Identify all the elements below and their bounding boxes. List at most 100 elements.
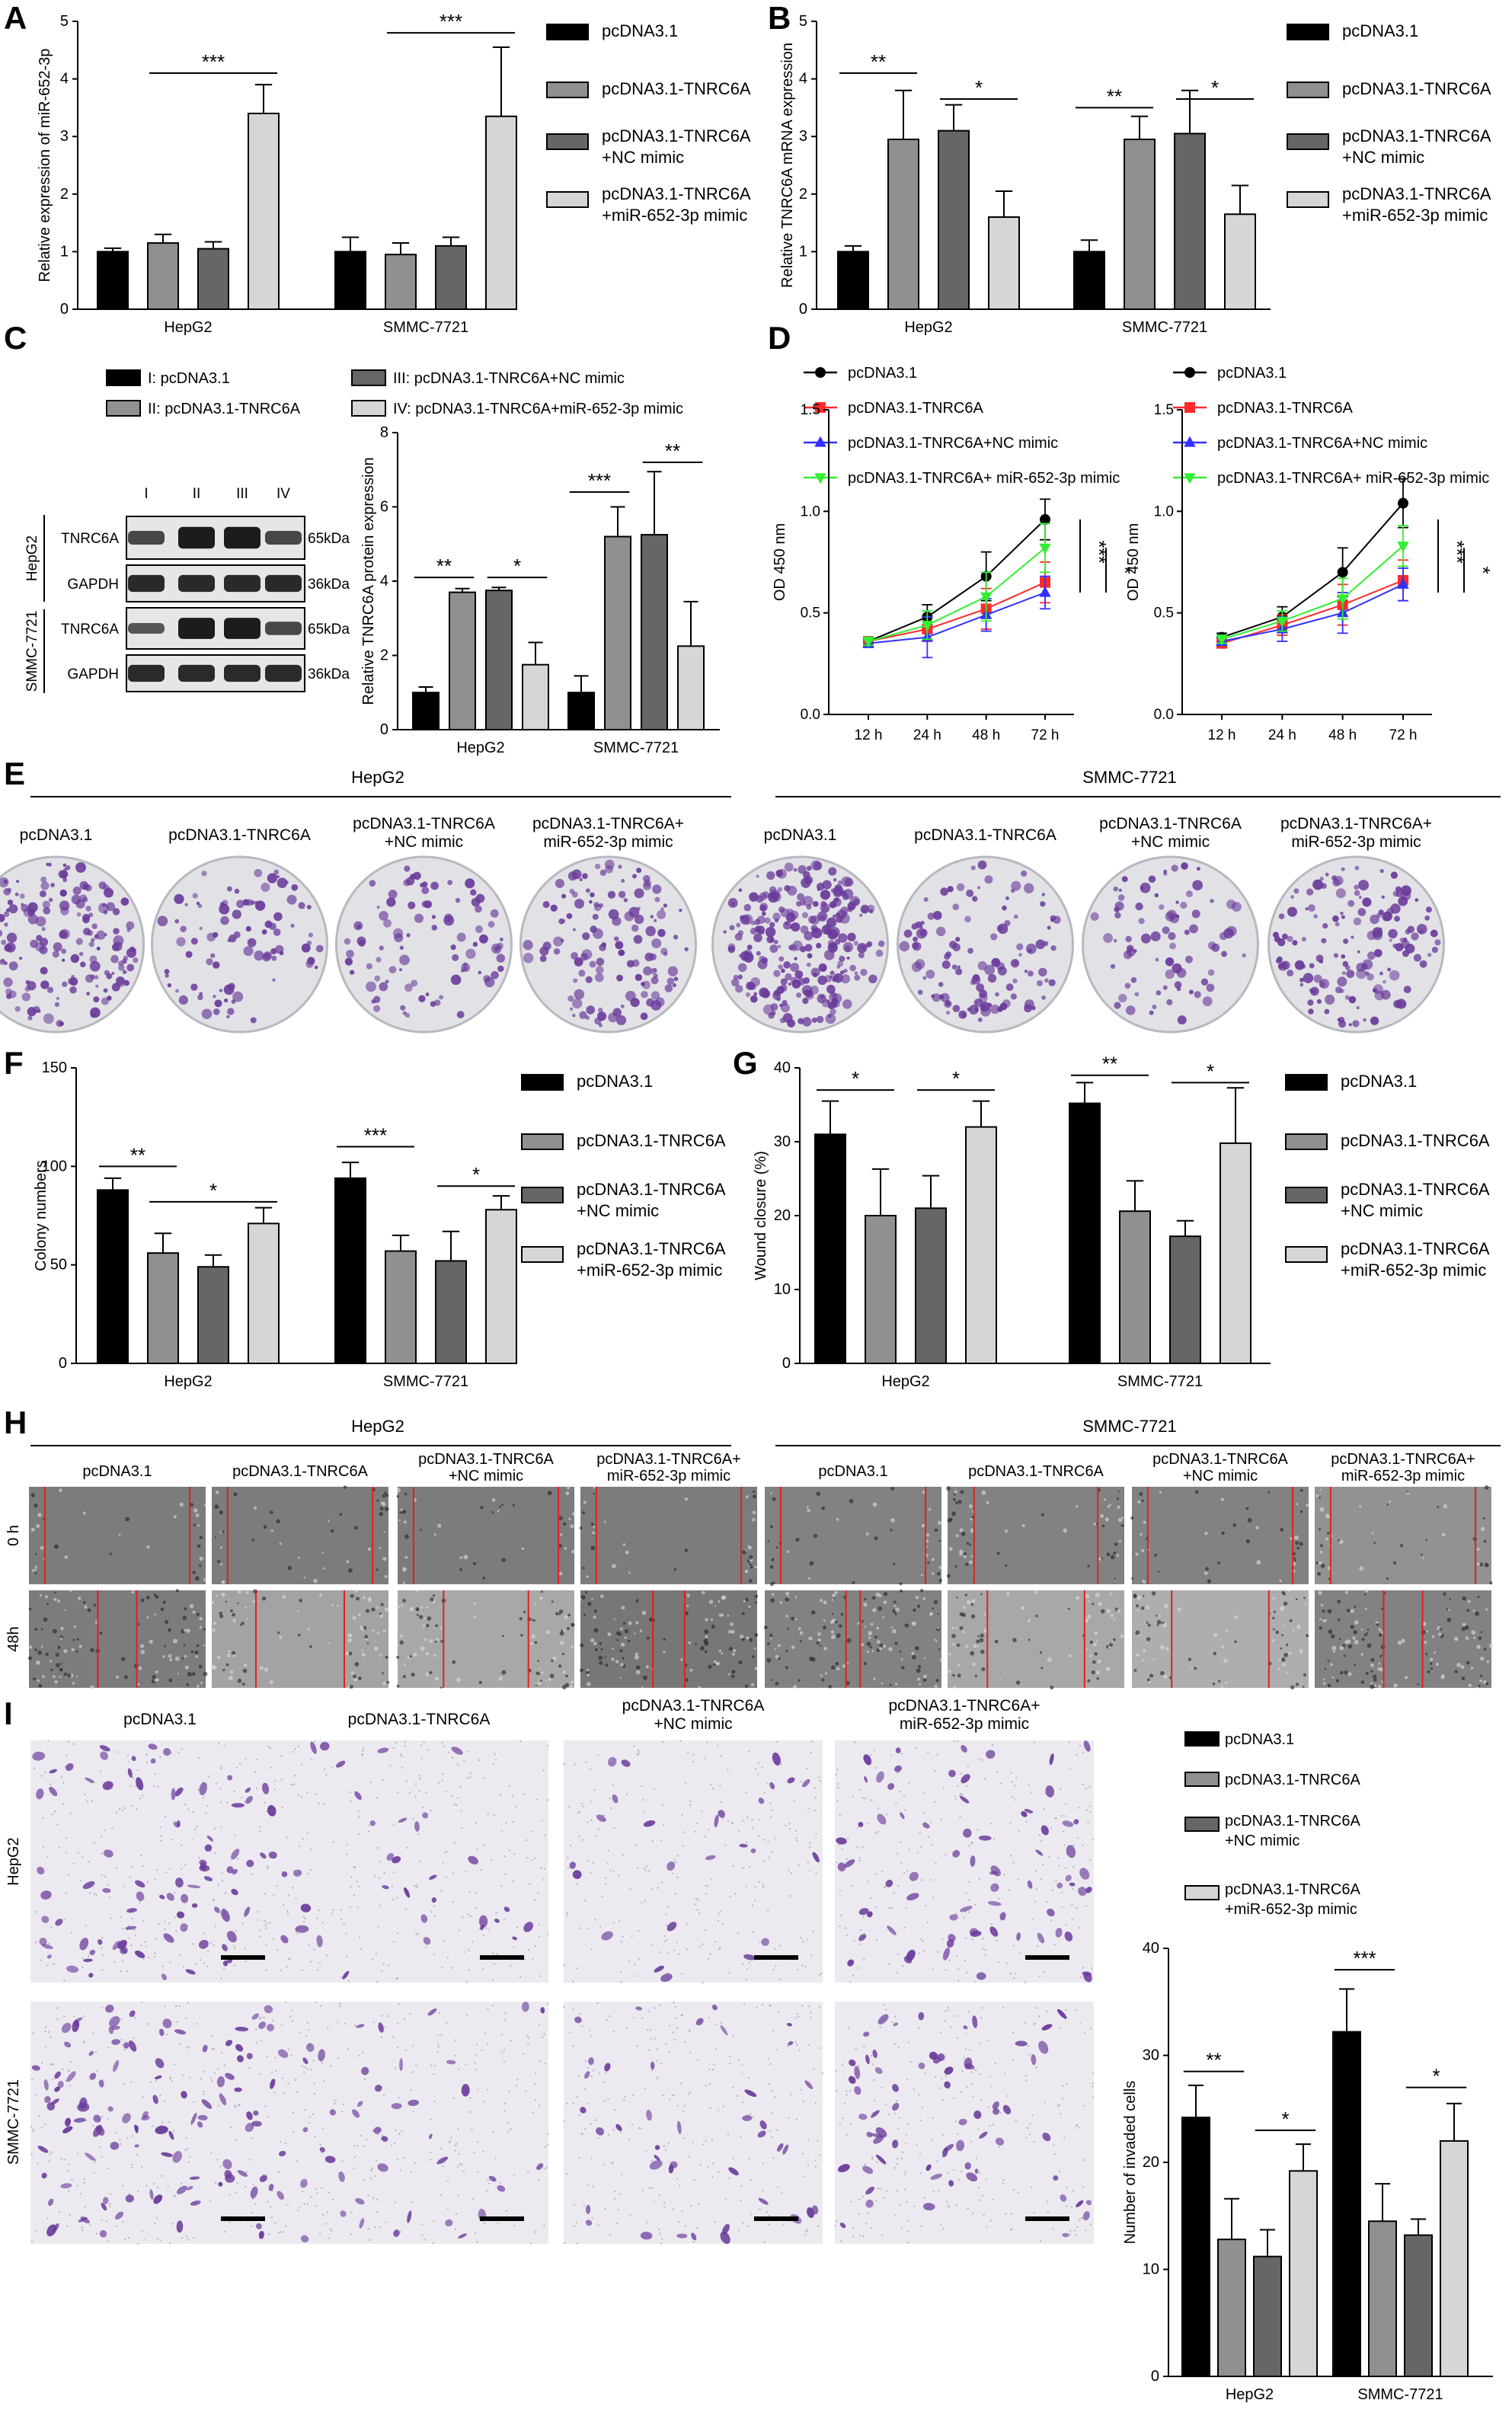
cell-texture bbox=[883, 1644, 886, 1647]
colony bbox=[1119, 889, 1122, 892]
cell-texture bbox=[1076, 1505, 1078, 1507]
membrane-pore bbox=[504, 1874, 506, 1875]
cell-texture bbox=[611, 1657, 614, 1660]
cell-texture bbox=[277, 1520, 280, 1523]
colony bbox=[772, 1011, 776, 1015]
membrane-pore bbox=[374, 2226, 376, 2228]
membrane-pore bbox=[746, 1817, 748, 1818]
colony bbox=[1134, 992, 1139, 996]
cell-texture bbox=[1117, 1555, 1119, 1557]
membrane-pore bbox=[116, 1868, 117, 1869]
membrane-pore bbox=[368, 2194, 369, 2196]
membrane-pore bbox=[251, 1873, 253, 1874]
membrane-pore bbox=[740, 2185, 742, 2187]
membrane-pore bbox=[750, 2113, 751, 2114]
bar bbox=[198, 1267, 229, 1363]
membrane-pore bbox=[576, 1883, 577, 1884]
cell-texture bbox=[397, 1685, 400, 1688]
cell-texture bbox=[835, 1662, 839, 1666]
cell-texture bbox=[770, 1598, 775, 1603]
membrane-pore bbox=[363, 1748, 364, 1750]
membrane-pore bbox=[257, 1910, 258, 1912]
colony bbox=[859, 914, 862, 917]
cell-texture bbox=[238, 1679, 242, 1683]
colony bbox=[165, 973, 169, 978]
membrane-pore bbox=[732, 1865, 734, 1867]
scale-bar bbox=[480, 2216, 524, 2221]
cell-texture bbox=[785, 1597, 789, 1602]
cell-texture bbox=[1191, 1667, 1192, 1668]
colony bbox=[1317, 999, 1322, 1004]
membrane-pore bbox=[187, 2239, 189, 2240]
cell-texture bbox=[972, 1663, 976, 1667]
cell-texture bbox=[385, 1494, 388, 1497]
cell-texture bbox=[1050, 1686, 1053, 1689]
membrane-pore bbox=[497, 2222, 498, 2223]
membrane-pore bbox=[220, 1978, 222, 1980]
colony bbox=[835, 939, 841, 945]
membrane-pore bbox=[474, 2062, 475, 2063]
legend-label: pcDNA3.1-TNRC6A bbox=[1217, 400, 1353, 417]
colony bbox=[971, 865, 976, 870]
cell-texture bbox=[663, 1651, 665, 1653]
membrane-pore bbox=[264, 1801, 266, 1803]
cell-texture bbox=[728, 1673, 730, 1676]
membrane-pore bbox=[181, 2237, 183, 2239]
membrane-pore bbox=[1079, 1927, 1080, 1929]
image-label: +NC mimic bbox=[654, 1715, 732, 1733]
membrane-pore bbox=[648, 2011, 650, 2012]
membrane-pore bbox=[660, 2063, 662, 2064]
colony bbox=[635, 888, 644, 898]
membrane-pore bbox=[494, 1753, 496, 1755]
cell-texture bbox=[740, 1635, 743, 1638]
cell-texture bbox=[1436, 1663, 1439, 1666]
cell-texture bbox=[297, 1610, 299, 1612]
cell-texture bbox=[1234, 1615, 1238, 1619]
colony bbox=[307, 941, 312, 945]
membrane-pore bbox=[815, 2166, 817, 2168]
membrane-pore bbox=[509, 1785, 510, 1787]
colony bbox=[1343, 961, 1349, 967]
membrane-pore bbox=[179, 2044, 181, 2045]
cell-texture bbox=[362, 1649, 364, 1651]
cell-texture bbox=[1094, 1652, 1098, 1656]
membrane-pore bbox=[302, 1970, 303, 1971]
membrane-pore bbox=[168, 1922, 170, 1924]
colony bbox=[1354, 890, 1360, 896]
cell-texture bbox=[1087, 1615, 1091, 1619]
membrane-pore bbox=[56, 2007, 58, 2009]
membrane-pore bbox=[750, 2179, 752, 2181]
kda-label: 36kDa bbox=[308, 577, 350, 593]
cell-texture bbox=[534, 1619, 536, 1622]
membrane-pore bbox=[620, 1971, 622, 1973]
membrane-pore bbox=[572, 2045, 574, 2047]
cell-texture bbox=[1130, 1516, 1133, 1520]
membrane-pore bbox=[875, 1906, 877, 1908]
membrane-pore bbox=[655, 2076, 657, 2078]
colony bbox=[628, 907, 639, 918]
membrane-pore bbox=[783, 2223, 785, 2225]
image-label: pcDNA3.1-TNRC6A bbox=[1152, 1451, 1288, 1468]
cell-texture bbox=[879, 1594, 882, 1597]
membrane-pore bbox=[787, 2045, 788, 2047]
cell-texture bbox=[56, 1663, 59, 1667]
membrane-pore bbox=[334, 2100, 336, 2101]
panel-letter-D: D bbox=[768, 320, 791, 356]
cell-texture bbox=[371, 1607, 375, 1611]
colony bbox=[408, 902, 415, 909]
colony bbox=[657, 929, 666, 938]
colony bbox=[63, 868, 67, 871]
colony bbox=[652, 884, 661, 893]
significance-label: *** bbox=[1088, 540, 1111, 563]
colony bbox=[399, 968, 402, 971]
cell-texture bbox=[1280, 1647, 1283, 1650]
cell-texture bbox=[83, 1601, 85, 1603]
membrane-pore bbox=[692, 2142, 693, 2143]
membrane-pore bbox=[434, 2065, 436, 2066]
legend-label: +NC mimic bbox=[1342, 148, 1424, 167]
y-tick-label: 0 bbox=[799, 301, 807, 318]
membrane-pore bbox=[750, 2213, 751, 2215]
cell-texture bbox=[620, 1663, 624, 1667]
colony bbox=[1192, 909, 1200, 918]
colony bbox=[643, 875, 651, 883]
